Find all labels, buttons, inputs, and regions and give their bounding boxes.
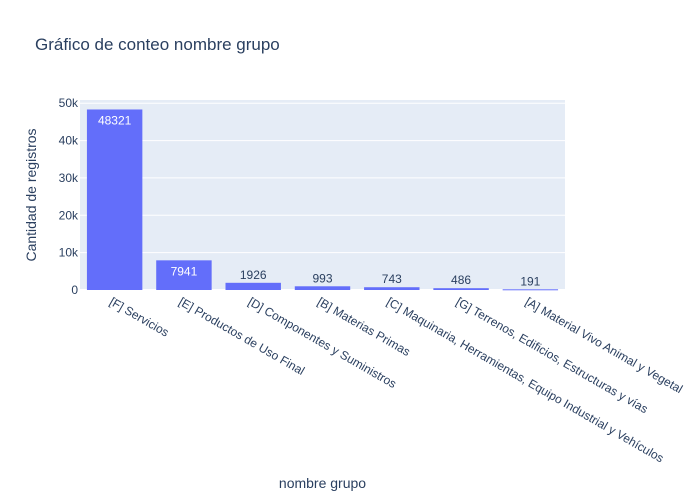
x-tick-labels: [F] Servicios [E] Productos de Uso Final [… — [107, 294, 685, 465]
data-label: 743 — [382, 272, 402, 286]
x-tick-label: [F] Servicios — [107, 294, 171, 339]
bar-series — [86, 109, 559, 291]
bar[interactable] — [433, 288, 489, 290]
data-label: 191 — [520, 274, 540, 288]
data-labels: 48321 7941 1926 993 743 486 191 — [98, 113, 541, 288]
y-tick-label: 0 — [71, 283, 78, 297]
x-axis-title: nombre grupo — [279, 475, 366, 491]
bar[interactable] — [156, 260, 212, 290]
bar[interactable] — [294, 286, 351, 290]
data-label: 993 — [312, 271, 332, 285]
plot-background — [80, 100, 565, 290]
data-label: 48321 — [98, 113, 132, 127]
x-tick-label: [E] Productos de Uso Final — [176, 294, 307, 377]
y-tick-label: 40k — [59, 134, 79, 148]
bar[interactable] — [502, 289, 559, 291]
y-tick-label: 20k — [59, 208, 79, 222]
data-label: 7941 — [171, 264, 198, 278]
data-label: 1926 — [240, 268, 267, 282]
y-tick-label: 30k — [59, 171, 79, 185]
bar[interactable] — [86, 109, 143, 291]
y-axis-title: Cantidad de registros — [23, 128, 39, 261]
y-tick-label: 50k — [59, 96, 79, 110]
bar[interactable] — [364, 287, 420, 290]
chart-title: Gráfico de conteo nombre grupo — [35, 35, 280, 54]
y-tick-labels: 0 10k 20k 30k 40k 50k — [59, 96, 79, 297]
x-tick-label: [C] Maquinaria, Herramientas, Equipo Ind… — [384, 294, 666, 465]
bar[interactable] — [225, 282, 281, 290]
data-label: 486 — [451, 273, 471, 287]
y-tick-label: 10k — [59, 246, 79, 260]
